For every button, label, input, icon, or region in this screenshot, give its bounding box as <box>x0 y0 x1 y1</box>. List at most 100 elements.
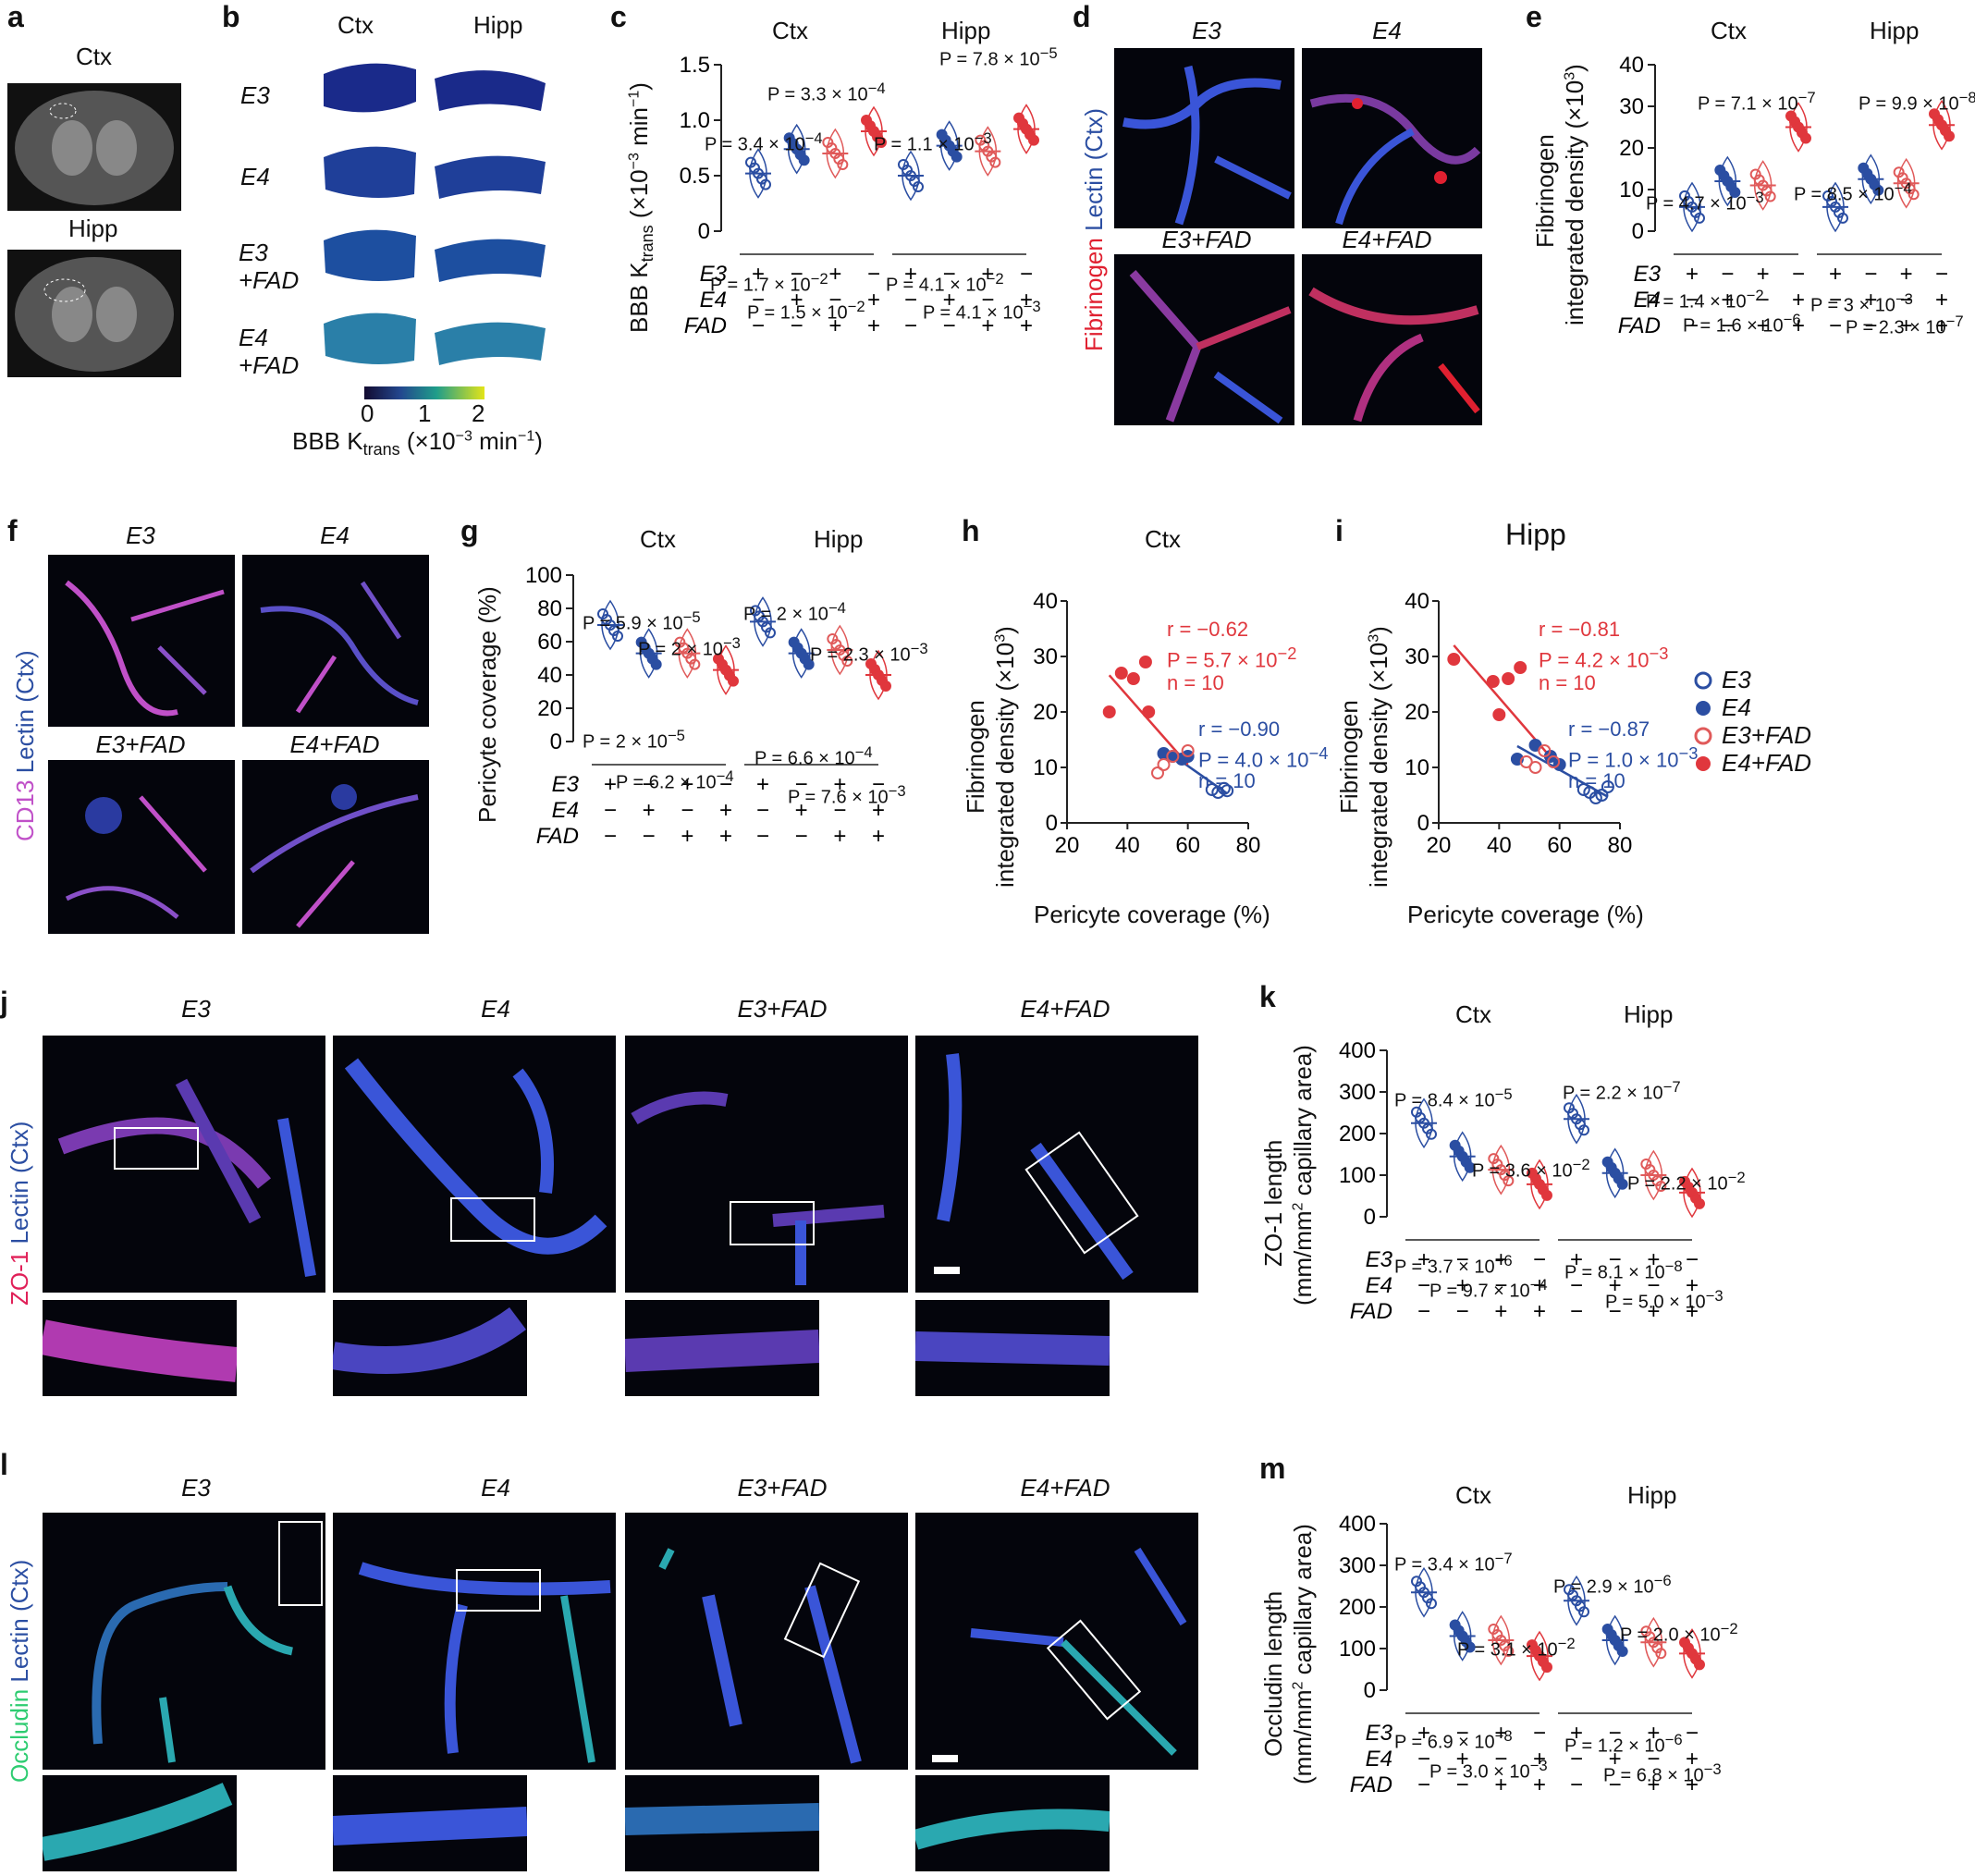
genotype-sign: − <box>795 824 808 843</box>
micro-f-e3fad <box>48 760 235 934</box>
header-j-e4: E4 <box>481 995 510 1023</box>
data-point <box>1464 1641 1476 1653</box>
genotype-sign: − <box>1494 1747 1507 1772</box>
panel-label-b: b <box>222 0 240 33</box>
stat-g-5: P = 2.3 × 10−3 <box>810 640 928 666</box>
inset-l-e4 <box>333 1775 527 1871</box>
data-point <box>1426 1128 1437 1140</box>
ylabel-i-1: Fibrinogen <box>1335 700 1363 814</box>
genotype-sign: − <box>867 262 880 287</box>
data-point <box>1541 1661 1552 1674</box>
genotype-sign: − <box>1647 1747 1660 1772</box>
genotype-sign: + <box>756 772 769 797</box>
header-d-e4: E4 <box>1372 17 1402 44</box>
genotype-sign: + <box>1494 1247 1507 1272</box>
inset-j-e4fad <box>915 1300 1110 1396</box>
ylabel-m-1: Occludin length <box>1259 1590 1287 1757</box>
data-point <box>1205 783 1219 796</box>
genotype-row-label: E3 <box>700 262 728 287</box>
title-ctx-e: Ctx <box>1711 17 1747 44</box>
corr-i-blue-r: r = −0.87 <box>1568 717 1650 741</box>
ylabel-i-2: integrated density (×103) <box>1365 626 1392 888</box>
y-tick-label: 40 <box>1619 55 1644 78</box>
genotype-sign: − <box>1792 262 1805 287</box>
genotype-sign: − <box>1829 288 1842 313</box>
genotype-sign: − <box>604 824 617 843</box>
micro-l-e3 <box>43 1513 325 1770</box>
stat-m-5: P = 2.0 × 10−2 <box>1620 1620 1738 1646</box>
y-tick-label: 1.5 <box>680 55 710 78</box>
panel-label-a: a <box>7 0 24 33</box>
y-tick-label: 20 <box>537 696 562 721</box>
panel-label-g: g <box>460 514 479 547</box>
panel-label-l: l <box>0 1448 8 1481</box>
y-tick-label: 400 <box>1339 1041 1376 1063</box>
side-label-j: ZO-1 Lectin (Ctx) <box>6 1121 33 1306</box>
data-point <box>1181 744 1195 757</box>
data-point <box>1589 791 1602 804</box>
genotype-sign: + <box>1792 313 1805 333</box>
genotype-sign: − <box>1721 313 1734 333</box>
data-point <box>689 658 701 670</box>
data-point <box>1578 1124 1589 1136</box>
genotype-sign: − <box>943 262 956 287</box>
genotype-sign: + <box>1020 288 1033 313</box>
genotype-sign: + <box>828 313 841 333</box>
genotype-sign: + <box>1647 1247 1660 1272</box>
data-point <box>1503 1175 1515 1187</box>
stat-g-6: P = 6.6 × 10−4 <box>754 743 873 769</box>
genotype-sign: + <box>1417 1247 1430 1272</box>
genotype-sign: − <box>1686 1247 1699 1272</box>
label-hipp-b: Hipp <box>473 11 523 39</box>
y-tick-label: 10 <box>1033 755 1058 780</box>
genotype-sign: + <box>1020 313 1033 333</box>
genotype-sign: − <box>1935 262 1948 287</box>
x-tick-label: 80 <box>1608 833 1633 858</box>
genotype-sign: + <box>1757 262 1770 287</box>
stat-c-1: P = 3.4 × 10−4 <box>705 129 823 155</box>
header-j-e3fad: E3+FAD <box>737 995 828 1023</box>
data-point <box>1486 675 1500 688</box>
genotype-sign: − <box>1829 313 1842 333</box>
stat-g-7: P = 7.6 × 10−3 <box>788 782 906 808</box>
corr-i-red-p: P = 4.2 × 10−3 <box>1539 644 1669 672</box>
data-point <box>1694 1197 1705 1209</box>
data-point <box>1800 132 1811 144</box>
data-point <box>1595 789 1609 802</box>
y-tick-label: 40 <box>1405 592 1429 614</box>
data-point <box>1221 784 1234 798</box>
data-point <box>1102 705 1116 718</box>
ylabel-h-1: Fibrinogen <box>962 700 989 814</box>
stat-g-2: P = 2 × 10−5 <box>583 727 685 753</box>
genotype-sign: − <box>719 772 732 797</box>
genotype-sign: − <box>981 288 994 313</box>
data-point <box>1694 212 1705 224</box>
genotype-sign: + <box>1494 1772 1507 1792</box>
header-l-e4fad: E4+FAD <box>1020 1474 1110 1502</box>
inset-l-e3 <box>43 1775 237 1871</box>
genotype-sign: − <box>791 313 803 333</box>
legend-markers <box>1694 671 1712 771</box>
ylabel-e-2: integrated density (×103) <box>1561 64 1589 325</box>
genotype-row-label: FAD <box>1350 1299 1392 1318</box>
ylabel-g: Pericyte coverage (%) <box>473 586 501 823</box>
corr-h-blue-n: n = 10 <box>1198 769 1256 792</box>
header-l-e4: E4 <box>481 1474 510 1502</box>
data-point <box>1655 1648 1667 1660</box>
stat-c-5: P = 1.1 × 10−3 <box>874 129 992 155</box>
stat-g-1: P = 2 × 10−3 <box>638 634 741 660</box>
genotype-sign: − <box>1721 262 1734 287</box>
genotype-sign: + <box>943 288 956 313</box>
genotype-sign: − <box>904 288 917 313</box>
colorbar-tick-0: 0 <box>361 399 374 427</box>
data-point <box>1729 187 1741 198</box>
y-tick-label: 200 <box>1339 1595 1376 1620</box>
y-tick-label: 30 <box>1033 644 1058 669</box>
data-point <box>1908 189 1920 201</box>
data-point <box>1138 656 1152 668</box>
genotype-sign: − <box>1686 288 1699 313</box>
genotype-sign: − <box>1456 1247 1469 1272</box>
stat-c-2: P = 1.7 × 10−2 <box>710 270 828 296</box>
